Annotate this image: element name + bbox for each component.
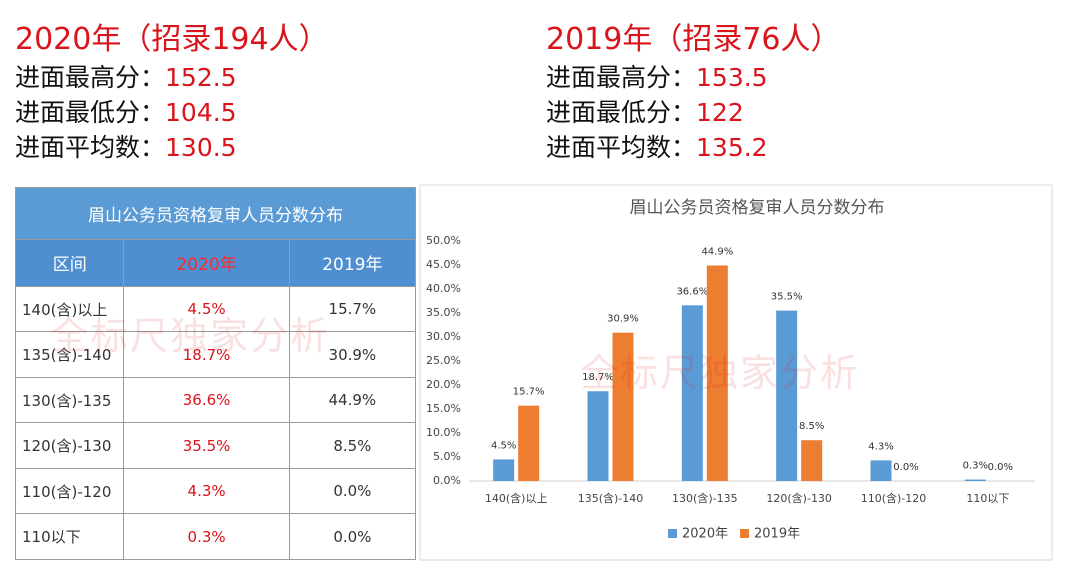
value-label: 44.9%: [701, 246, 733, 257]
x-tick-label: 120(含)-130: [766, 491, 832, 505]
table-row: 135(含)-140 18.7% 30.9%: [14, 331, 417, 378]
value-label: 36.6%: [676, 286, 708, 297]
table-title-row: 眉山公务员资格复审人员分数分布: [15, 187, 416, 240]
bar: [964, 479, 986, 481]
chart-title: 眉山公务员资格复审人员分数分布: [630, 198, 885, 218]
table-row: 110(含)-120 4.3% 0.0%: [14, 467, 417, 515]
legend-swatch: [740, 529, 749, 538]
stat-label: 进面平均数：: [546, 133, 697, 162]
stats-title: 2020年（招录194人）: [15, 22, 329, 57]
table-cell: 0.0%: [288, 467, 417, 515]
stats-title: 2019年（招录76人）: [546, 22, 841, 57]
table-cell: 36.6%: [123, 376, 290, 424]
table-header-row: 区间 2020年 2019年: [14, 238, 417, 287]
y-tick-label: 50.0%: [426, 234, 461, 247]
x-tick-label: 110(含)-120: [861, 491, 927, 505]
y-tick-label: 35.0%: [426, 306, 461, 319]
bar: [801, 440, 823, 481]
bar: [493, 459, 515, 481]
y-tick-label: 25.0%: [426, 354, 461, 367]
bar: [518, 405, 540, 481]
x-tick-label: 130(含)-135: [672, 491, 738, 505]
stat-row: 进面平均数：135.2: [546, 130, 841, 165]
stat-label: 进面平均数：: [15, 133, 166, 162]
chart-frame: [419, 184, 1053, 561]
y-tick-label: 30.0%: [426, 330, 461, 343]
table-cell: 8.5%: [288, 422, 417, 469]
legend-label: 2019年: [754, 527, 800, 542]
stat-row: 进面最低分：122: [546, 95, 841, 130]
stat-row: 进面最高分：153.5: [546, 60, 841, 95]
stat-value: 122: [696, 98, 744, 127]
bar: [587, 391, 609, 481]
table-cell: 0.0%: [288, 513, 417, 560]
stat-value: 130.5: [165, 133, 237, 162]
bar: [681, 305, 703, 481]
bar: [612, 332, 634, 481]
table-cell: 135(含)-140: [14, 331, 125, 378]
stats-2019: 2019年（招录76人） 进面最高分：153.5 进面最低分：122 进面平均数…: [546, 20, 841, 165]
table-cell: 15.7%: [288, 285, 417, 333]
stat-row: 进面平均数：130.5: [15, 130, 329, 165]
table-cell: 110以下: [14, 513, 125, 560]
table-row: 120(含)-130 35.5% 8.5%: [14, 422, 417, 469]
stat-label: 进面最高分：: [546, 63, 697, 92]
table-cell: 4.5%: [123, 285, 290, 333]
table-cell: 110(含)-120: [14, 467, 125, 515]
value-label: 0.0%: [893, 462, 918, 473]
table-cell: 140(含)以上: [14, 285, 125, 333]
x-tick-label: 135(含)-140: [578, 491, 644, 505]
table-header-cell: 区间: [14, 238, 125, 287]
table-row: 110以下 0.3% 0.0%: [14, 513, 417, 560]
y-tick-label: 15.0%: [426, 402, 461, 415]
table-header-cell: 2019年: [288, 238, 417, 287]
y-tick-label: 0.0%: [433, 474, 461, 487]
stat-value: 135.2: [696, 133, 768, 162]
table-cell: 0.3%: [123, 513, 290, 560]
y-tick-label: 5.0%: [433, 450, 461, 463]
stat-row: 进面最高分：152.5: [15, 60, 329, 95]
x-tick-label: 140(含)以上: [485, 491, 548, 505]
stat-label: 进面最高分：: [15, 63, 166, 92]
table-header-cell: 2020年: [123, 238, 290, 287]
stat-row: 进面最低分：104.5: [15, 95, 329, 130]
table-row: 130(含)-135 36.6% 44.9%: [14, 376, 417, 424]
bar: [870, 460, 892, 481]
value-label: 0.3%: [963, 461, 988, 472]
legend-label: 2020年: [682, 527, 728, 542]
bar: [776, 310, 798, 481]
table-title: 眉山公务员资格复审人员分数分布: [15, 187, 416, 240]
stat-value: 104.5: [165, 98, 237, 127]
value-label: 35.5%: [771, 292, 803, 303]
value-label: 30.9%: [607, 314, 639, 325]
value-label: 8.5%: [799, 421, 824, 432]
value-label: 0.0%: [988, 462, 1013, 473]
value-label: 15.7%: [513, 387, 545, 398]
x-tick-label: 110以下: [966, 492, 1009, 505]
legend-swatch: [668, 529, 677, 538]
stat-value: 153.5: [696, 63, 768, 92]
value-label: 4.5%: [491, 440, 516, 451]
stats-2020: 2020年（招录194人） 进面最高分：152.5 进面最低分：104.5 进面…: [15, 20, 329, 165]
bar: [706, 265, 728, 481]
stat-value: 152.5: [165, 63, 237, 92]
y-tick-label: 20.0%: [426, 378, 461, 391]
value-label: 4.3%: [868, 441, 893, 452]
value-label: 18.7%: [582, 372, 614, 383]
score-table: 眉山公务员资格复审人员分数分布 区间 2020年 2019年 140(含)以上 4.5%…: [14, 187, 417, 560]
table-row: 140(含)以上 4.5% 15.7%: [14, 285, 417, 333]
stat-label: 进面最低分：: [546, 98, 697, 127]
y-tick-label: 40.0%: [426, 282, 461, 295]
y-tick-label: 45.0%: [426, 258, 461, 271]
table-cell: 130(含)-135: [14, 376, 125, 424]
stat-label: 进面最低分：: [15, 98, 166, 127]
y-tick-label: 10.0%: [426, 426, 461, 439]
table-cell: 4.3%: [123, 467, 290, 515]
